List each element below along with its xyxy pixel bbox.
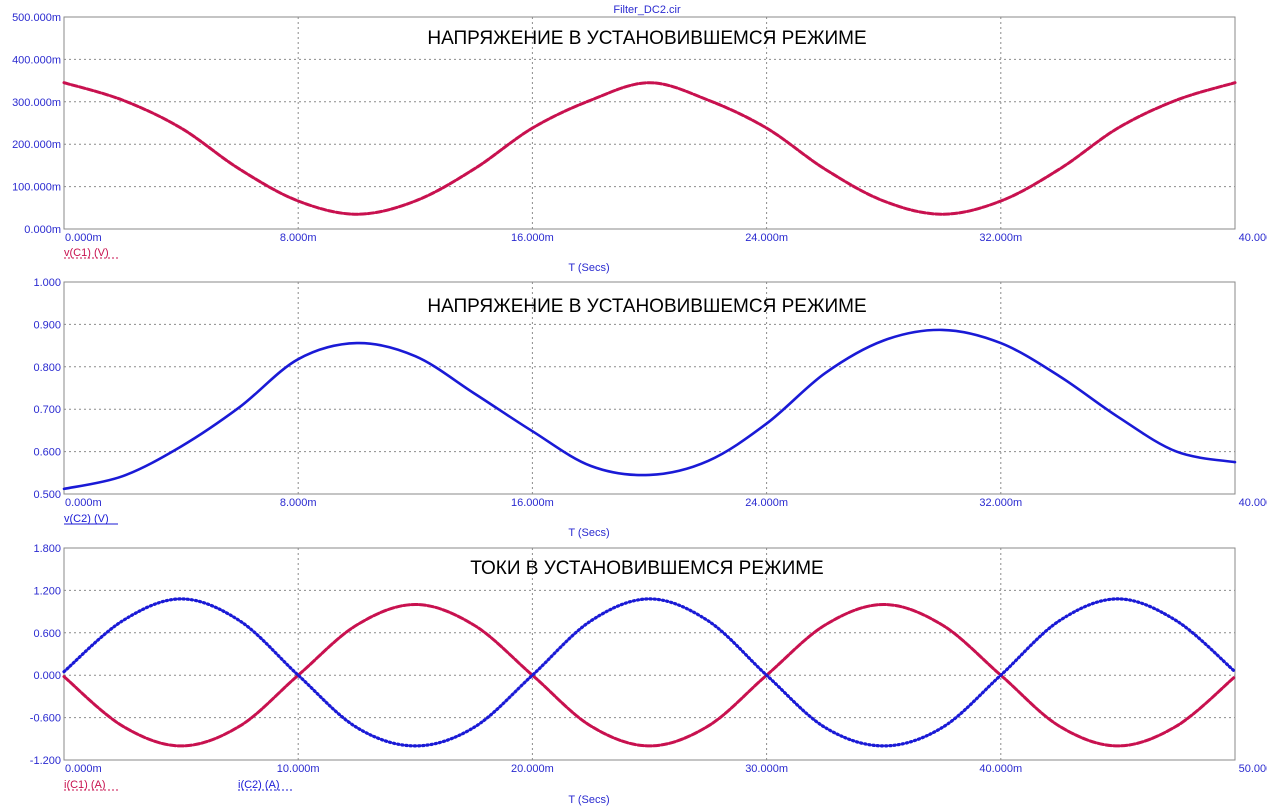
- y-tick-label: -0.600: [30, 713, 61, 725]
- window-title: Filter_DC2.cir: [613, 4, 681, 16]
- y-tick-label: -1.200: [30, 755, 61, 767]
- x-tick-label: 24.000m: [745, 232, 788, 244]
- series-line-1: [62, 81, 1237, 216]
- legend-entry: i(C2) (A): [238, 779, 280, 791]
- x-tick-label: 0.000m: [65, 763, 102, 775]
- chart-title: НАПРЯЖЕНИЕ В УСТАНОВИВШЕМСЯ РЕЖИМЕ: [427, 28, 866, 49]
- plot-frame: [63, 547, 1236, 761]
- chart-title: НАПРЯЖЕНИЕ В УСТАНОВИВШЕМСЯ РЕЖИМЕ: [427, 296, 866, 317]
- chart-panel-3: 0.000m 10.000m 20.000m 30.000m 40.000m 50.000…: [30, 543, 1267, 806]
- y-tick-label: 200.000m: [12, 139, 61, 151]
- y-tick-label: 0.800: [33, 362, 61, 374]
- y-tick-label: 1.200: [33, 585, 61, 597]
- x-tick-label: 10.000m: [277, 763, 320, 775]
- x-axis-label: T (Secs): [568, 794, 609, 806]
- y-tick-label: 0.500: [33, 489, 61, 501]
- chart-panel-2: 0.000m 8.000m 16.000m 24.000m 32.000m 40.000m…: [33, 277, 1267, 539]
- x-tick-label: 20.000m: [511, 763, 554, 775]
- x-tick-label: 32.000m: [979, 497, 1022, 509]
- y-tick-label: 0.700: [33, 404, 61, 416]
- y-tick-label: 400.000m: [12, 54, 61, 66]
- x-tick-label: 50.000m: [1239, 763, 1267, 775]
- x-tick-label: 16.000m: [511, 497, 554, 509]
- chart-panel-1: 0.000m 8.000m 16.000m 24.000m 32.000m 40.000m…: [12, 12, 1267, 274]
- y-tick-label: 1.800: [33, 543, 61, 555]
- chart-title: ТОКИ В УСТАНОВИВШЕМСЯ РЕЖИМЕ: [470, 558, 823, 579]
- y-tick-label: 1.000: [33, 277, 61, 289]
- y-tick-label: 100.000m: [12, 182, 61, 194]
- x-tick-label: 16.000m: [511, 232, 554, 244]
- series-line-1: [62, 328, 1237, 491]
- x-axis-label: T (Secs): [568, 262, 609, 274]
- x-tick-label: 40.000m: [1239, 497, 1267, 509]
- x-tick-label: 0.000m: [65, 232, 102, 244]
- y-tick-label: 500.000m: [12, 12, 61, 24]
- y-tick-label: 0.900: [33, 319, 61, 331]
- plot-frame: [63, 281, 1236, 495]
- x-tick-label: 8.000m: [280, 232, 317, 244]
- x-tick-label: 30.000m: [745, 763, 788, 775]
- y-tick-label: 0.000m: [24, 224, 61, 236]
- x-tick-label: 40.000m: [979, 763, 1022, 775]
- y-tick-label: 0.000: [33, 670, 61, 682]
- y-tick-label: 0.600: [33, 447, 61, 459]
- legend-entry: v(C2) (V): [64, 513, 109, 525]
- x-axis-label: T (Secs): [568, 527, 609, 539]
- x-tick-label: 0.000m: [65, 497, 102, 509]
- x-tick-label: 40.000m: [1239, 232, 1267, 244]
- x-tick-label: 32.000m: [979, 232, 1022, 244]
- plot-frame: [63, 16, 1236, 230]
- legend-entry: i(C1) (A): [64, 779, 106, 791]
- series-line-1: [62, 602, 1237, 748]
- series-line-2: [62, 597, 1237, 748]
- y-tick-label: 0.600: [33, 628, 61, 640]
- legend-entry: v(C1) (V): [64, 247, 109, 259]
- x-tick-label: 8.000m: [280, 497, 317, 509]
- y-tick-label: 300.000m: [12, 97, 61, 109]
- x-tick-label: 24.000m: [745, 497, 788, 509]
